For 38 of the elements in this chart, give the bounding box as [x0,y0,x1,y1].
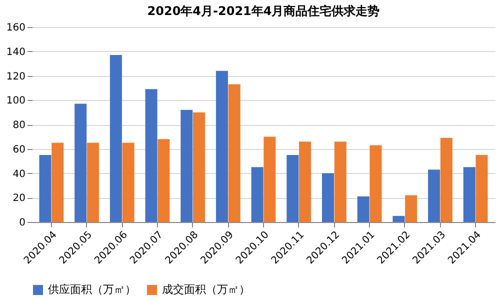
bar [216,70,228,222]
y-tick-label: 140 [6,46,26,58]
y-tick-label: 80 [12,120,26,131]
bar [264,136,276,222]
bar [86,142,99,222]
bar [251,167,264,222]
bar [440,138,452,222]
chart-title: 2020年4月-2021年4月商品住宅供求走势 [147,4,380,18]
bar [180,110,193,222]
bar [158,139,170,222]
y-tick-label: 120 [6,71,26,82]
y-tick-label: 100 [6,96,26,107]
bar [228,84,240,222]
legend-label: 供应面积（万㎡） [48,283,136,296]
bar [334,142,346,222]
bar [428,170,440,222]
bar [110,55,122,222]
bar [122,142,134,222]
bar [476,154,488,222]
y-tick-label: 160 [6,22,26,34]
bar [74,104,87,222]
bar [357,196,370,222]
bar [463,167,476,222]
bar [299,142,312,222]
bar [322,173,334,222]
legend-label: 成交面积（万㎡） [162,283,250,296]
bar [286,154,299,222]
bar [392,216,405,222]
bar [193,112,205,222]
y-tick-label: 0 [19,218,26,228]
bar [370,145,382,222]
y-tick-label: 20 [12,193,26,204]
y-tick-label: 60 [12,144,26,156]
y-tick-label: 40 [12,168,26,180]
bar [52,142,64,222]
bar [145,89,158,222]
bar [405,195,418,222]
bar [39,154,52,222]
